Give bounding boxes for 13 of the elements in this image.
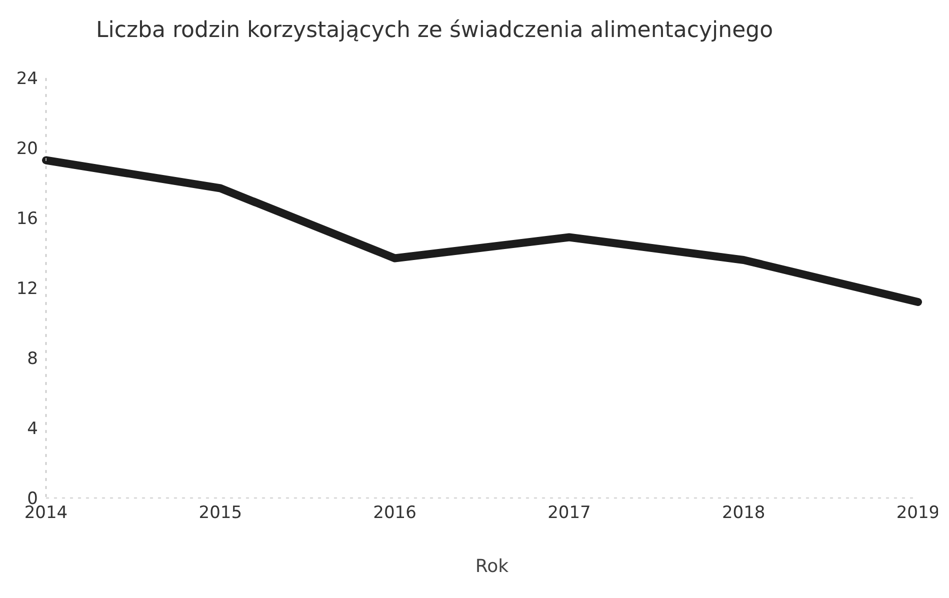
- x-tick-label: 2015: [198, 503, 242, 524]
- y-tick-label: 12: [16, 279, 38, 300]
- x-tick-label: 2019: [896, 503, 940, 524]
- y-tick-label: 16: [16, 209, 38, 230]
- x-axis-title: Rok: [474, 556, 510, 577]
- y-tick-label: 8: [27, 349, 38, 370]
- x-tick-label: 2017: [548, 503, 591, 524]
- chart-title: Liczba rodzin korzystających ze świadczenia alimentacyjnego: [96, 18, 774, 43]
- x-tick-label: 2016: [373, 503, 416, 524]
- y-tick-label: 20: [16, 139, 38, 160]
- y-tick-label: 24: [16, 69, 38, 90]
- y-tick-label: 4: [27, 419, 38, 440]
- x-tick-label: 2018: [722, 503, 766, 524]
